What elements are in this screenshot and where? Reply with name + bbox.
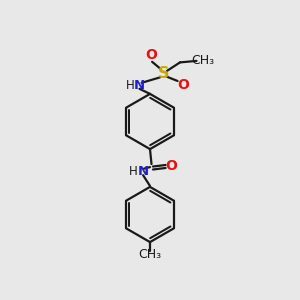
Text: H: H: [129, 165, 138, 178]
Text: N: N: [137, 165, 149, 178]
Text: N: N: [133, 79, 145, 92]
Text: CH₃: CH₃: [191, 54, 215, 67]
Text: O: O: [146, 48, 158, 62]
Text: O: O: [178, 78, 190, 92]
Text: H: H: [126, 79, 135, 92]
Text: CH₃: CH₃: [138, 248, 162, 262]
Text: O: O: [166, 160, 178, 173]
Text: S: S: [158, 66, 169, 81]
